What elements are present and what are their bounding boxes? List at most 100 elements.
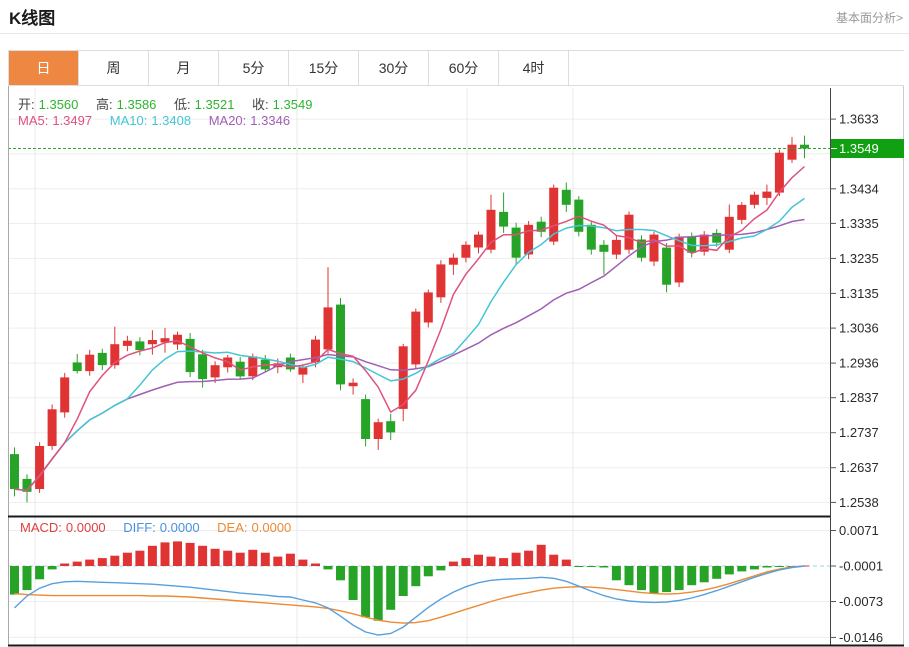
macd-hist-bar[interactable] xyxy=(511,552,521,566)
candle-body[interactable] xyxy=(423,292,433,323)
macd-hist-bar[interactable] xyxy=(22,566,32,591)
candle-body[interactable] xyxy=(10,454,19,490)
candle-body[interactable] xyxy=(611,239,621,255)
candle-body[interactable] xyxy=(373,422,383,439)
candle-body[interactable] xyxy=(210,365,220,378)
candle-body[interactable] xyxy=(60,377,70,413)
candle-body[interactable] xyxy=(461,244,471,258)
candle-body[interactable] xyxy=(599,244,609,252)
candle-body[interactable] xyxy=(398,346,408,409)
candle-body[interactable] xyxy=(97,352,107,366)
tab-month[interactable]: 月 xyxy=(149,51,219,85)
macd-hist-bar[interactable] xyxy=(336,566,345,581)
candle-body[interactable] xyxy=(85,354,95,372)
macd-hist-bar[interactable] xyxy=(524,550,534,566)
macd-hist-bar[interactable] xyxy=(85,559,95,566)
candle-body[interactable] xyxy=(474,234,483,248)
candle-body[interactable] xyxy=(712,232,722,243)
candle-body[interactable] xyxy=(499,211,509,227)
candle-body[interactable] xyxy=(737,204,747,220)
macd-hist-bar[interactable] xyxy=(574,566,584,567)
candle-body[interactable] xyxy=(524,224,534,255)
candle-body[interactable] xyxy=(361,399,371,439)
tab-5min[interactable]: 5分 xyxy=(219,51,289,85)
tab-15min[interactable]: 15分 xyxy=(289,51,359,85)
macd-hist-bar[interactable] xyxy=(586,566,596,567)
candle-body[interactable] xyxy=(72,362,82,372)
macd-hist-bar[interactable] xyxy=(649,566,659,594)
candle-body[interactable] xyxy=(699,234,709,252)
candle-body[interactable] xyxy=(323,307,333,350)
macd-hist-bar[interactable] xyxy=(198,545,208,566)
macd-hist-bar[interactable] xyxy=(160,542,170,566)
candle-body[interactable] xyxy=(436,264,446,298)
macd-hist-bar[interactable] xyxy=(235,552,245,566)
fundamental-analysis-link[interactable]: 基本面分析> xyxy=(835,11,903,25)
candle-body[interactable] xyxy=(235,361,245,377)
macd-hist-bar[interactable] xyxy=(712,566,722,579)
macd-hist-bar[interactable] xyxy=(147,545,157,566)
macd-hist-bar[interactable] xyxy=(273,556,283,566)
candle-body[interactable] xyxy=(47,409,57,446)
candle-body[interactable] xyxy=(561,189,571,205)
candle-body[interactable] xyxy=(586,224,596,250)
candle-body[interactable] xyxy=(637,239,646,258)
macd-hist-bar[interactable] xyxy=(674,566,684,591)
candle-body[interactable] xyxy=(624,214,634,250)
candle-body[interactable] xyxy=(22,478,32,492)
macd-hist-bar[interactable] xyxy=(474,554,483,566)
macd-hist-bar[interactable] xyxy=(561,559,571,566)
candlestick-series[interactable] xyxy=(10,135,809,503)
macd-hist-bar[interactable] xyxy=(749,566,759,570)
candle-body[interactable] xyxy=(762,191,772,198)
candle-body[interactable] xyxy=(147,340,157,345)
candle-body[interactable] xyxy=(348,382,358,387)
candle-body[interactable] xyxy=(298,367,308,375)
macd-hist-bar[interactable] xyxy=(549,554,559,566)
candle-body[interactable] xyxy=(311,339,320,363)
macd-hist-bar[interactable] xyxy=(60,563,70,567)
tab-60min[interactable]: 60分 xyxy=(429,51,499,85)
candle-body[interactable] xyxy=(448,257,458,265)
macd-hist-bar[interactable] xyxy=(662,566,672,593)
candle-body[interactable] xyxy=(198,354,208,380)
macd-hist-bar[interactable] xyxy=(10,566,19,595)
macd-hist-bar[interactable] xyxy=(611,566,621,581)
candle-body[interactable] xyxy=(411,311,421,365)
candle-body[interactable] xyxy=(662,247,672,285)
macd-hist-bar[interactable] xyxy=(637,566,646,591)
candle-body[interactable] xyxy=(386,421,396,433)
macd-hist-bar[interactable] xyxy=(624,566,634,586)
tab-30min[interactable]: 30分 xyxy=(359,51,429,85)
candle-body[interactable] xyxy=(800,144,809,149)
candle-body[interactable] xyxy=(173,334,182,345)
tab-4hour[interactable]: 4时 xyxy=(499,51,569,85)
candle-body[interactable] xyxy=(135,341,145,351)
macd-hist-bar[interactable] xyxy=(724,566,734,575)
macd-hist-bar[interactable] xyxy=(486,556,496,566)
candle-body[interactable] xyxy=(35,446,45,489)
macd-hist-bar[interactable] xyxy=(311,563,320,567)
macd-hist-bar[interactable] xyxy=(248,549,258,567)
candle-body[interactable] xyxy=(724,216,734,250)
macd-hist-bar[interactable] xyxy=(173,541,182,566)
candle-body[interactable] xyxy=(486,209,496,250)
candle-body[interactable] xyxy=(511,227,521,258)
macd-hist-bar[interactable] xyxy=(223,550,233,566)
macd-hist-bar[interactable] xyxy=(361,566,371,618)
candle-body[interactable] xyxy=(774,152,784,193)
macd-hist-bar[interactable] xyxy=(461,558,471,566)
macd-hist-bar[interactable] xyxy=(35,566,45,580)
tab-week[interactable]: 周 xyxy=(79,51,149,85)
macd-hist-bar[interactable] xyxy=(47,566,57,570)
candle-body[interactable] xyxy=(649,234,659,262)
macd-hist-bar[interactable] xyxy=(285,553,295,566)
candle-body[interactable] xyxy=(185,338,195,373)
macd-hist-bar[interactable] xyxy=(536,544,546,566)
macd-hist-bar[interactable] xyxy=(260,552,270,566)
macd-hist-bar[interactable] xyxy=(323,566,333,570)
macd-hist-bar[interactable] xyxy=(687,566,697,586)
macd-hist-bar[interactable] xyxy=(599,566,609,568)
macd-panel[interactable] xyxy=(8,541,830,636)
